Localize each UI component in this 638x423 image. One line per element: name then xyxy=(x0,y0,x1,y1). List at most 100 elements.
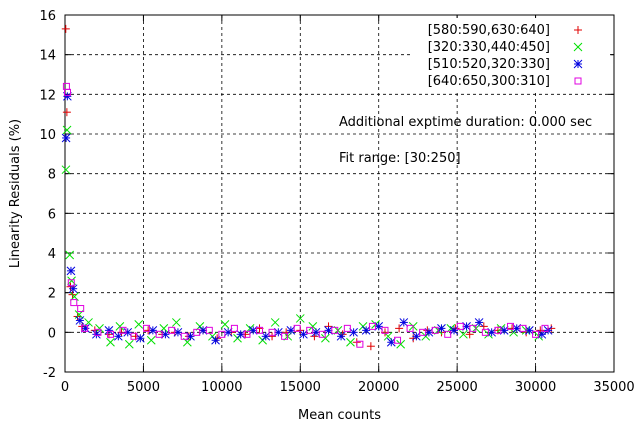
data-point-series-1 xyxy=(366,342,375,351)
data-point-series-4 xyxy=(143,324,151,332)
data-point-series-3 xyxy=(123,327,133,337)
x-tick-label: 35000 xyxy=(593,380,634,395)
data-point-series-3 xyxy=(75,316,85,325)
data-point-series-4 xyxy=(81,324,89,332)
x-tick-label: 25000 xyxy=(436,380,477,395)
data-point-series-4 xyxy=(62,82,70,90)
y-tick-label: 0 xyxy=(48,326,56,341)
data-point-series-4 xyxy=(130,332,138,340)
x-tick-label: 20000 xyxy=(358,380,399,395)
data-point-series-3 xyxy=(61,133,71,143)
data-point-series-4 xyxy=(444,330,452,338)
data-point-series-2 xyxy=(396,339,406,349)
data-point-series-4 xyxy=(469,324,477,332)
data-point-series-3 xyxy=(211,335,220,345)
y-tick-label: 6 xyxy=(48,207,56,222)
annotation-fit-range: Fit range: [30:250] xyxy=(339,151,461,166)
data-point-series-3 xyxy=(424,327,434,337)
data-point-series-4 xyxy=(168,326,176,334)
data-point-series-4 xyxy=(343,324,351,332)
y-axis-title: Linearity Residuals (%) xyxy=(8,119,23,268)
data-point-series-4 xyxy=(281,332,289,340)
data-point-series-3 xyxy=(311,327,321,337)
data-point-series-2 xyxy=(124,339,134,349)
legend-marker-series-2 xyxy=(573,42,583,52)
data-point-series-4 xyxy=(406,324,414,332)
tick-labels: 0 5000 10000 15000 20000 25000 30000 35000 -2 0 2 4… xyxy=(39,9,634,395)
data-point-series-3 xyxy=(198,325,208,335)
data-point-series-4 xyxy=(119,326,127,334)
data-point-series-4 xyxy=(419,328,427,336)
data-point-series-3 xyxy=(412,331,421,341)
legend-label-series-3: [510:520,320:330] xyxy=(428,57,550,72)
data-point-series-4 xyxy=(506,322,514,330)
data-point-series-3 xyxy=(462,322,471,331)
data-point-series-3 xyxy=(361,325,371,335)
data-points xyxy=(61,24,556,351)
data-point-series-4 xyxy=(193,328,201,336)
data-point-series-2 xyxy=(115,322,125,331)
axis-ticks xyxy=(64,14,615,373)
data-point-series-4 xyxy=(368,322,376,330)
y-tick-label: 8 xyxy=(48,168,56,183)
data-point-series-4 xyxy=(331,326,339,334)
data-point-series-3 xyxy=(512,324,522,333)
data-point-series-4 xyxy=(155,330,163,338)
x-axis-title: Mean counts xyxy=(298,408,381,423)
legend-label-series-4: [640:650,300:310] xyxy=(428,74,550,89)
data-point-series-3 xyxy=(173,327,183,337)
data-point-series-3 xyxy=(374,322,384,331)
data-point-series-2 xyxy=(295,314,305,323)
data-point-series-4 xyxy=(318,330,326,338)
data-point-series-4 xyxy=(541,324,549,332)
y-tick-label: 14 xyxy=(39,49,56,64)
data-point-series-1 xyxy=(61,24,70,33)
x-tick-label: 0 xyxy=(61,380,69,395)
data-point-series-3 xyxy=(286,325,296,335)
data-point-series-3 xyxy=(161,329,170,339)
data-point-series-3 xyxy=(399,318,409,327)
data-point-series-3 xyxy=(148,325,158,335)
data-point-series-4 xyxy=(256,326,264,334)
data-point-series-3 xyxy=(449,325,459,335)
data-point-series-3 xyxy=(349,327,358,337)
legend-label-series-1: [580:590,630:640] xyxy=(428,23,550,38)
data-point-series-3 xyxy=(135,333,145,343)
data-point-series-3 xyxy=(186,331,195,341)
data-point-series-4 xyxy=(519,324,527,332)
data-point-series-1 xyxy=(62,108,71,117)
y-tick-label: 16 xyxy=(39,9,56,24)
data-point-series-4 xyxy=(394,336,402,344)
data-point-series-4 xyxy=(481,328,489,336)
x-tick-label: 15000 xyxy=(280,380,321,395)
data-point-series-3 xyxy=(386,337,396,347)
data-point-series-1 xyxy=(395,324,404,333)
data-point-series-4 xyxy=(431,326,439,334)
data-point-series-3 xyxy=(336,331,346,341)
data-point-series-3 xyxy=(437,324,446,333)
data-point-series-3 xyxy=(524,325,534,335)
data-point-series-4 xyxy=(230,324,238,332)
data-point-series-4 xyxy=(293,324,301,332)
data-point-series-2 xyxy=(106,337,115,347)
data-point-series-2 xyxy=(172,318,181,327)
data-point-series-4 xyxy=(77,305,85,313)
data-point-series-4 xyxy=(381,326,389,334)
data-point-series-2 xyxy=(65,250,75,260)
data-point-series-4 xyxy=(532,330,540,338)
data-point-series-4 xyxy=(106,330,114,338)
y-tick-label: -2 xyxy=(43,366,56,381)
data-point-series-3 xyxy=(299,329,308,339)
data-point-series-2 xyxy=(134,320,144,329)
legend-marker-series-4 xyxy=(574,77,582,85)
data-point-series-4 xyxy=(456,322,464,330)
data-point-series-4 xyxy=(356,340,364,348)
data-point-series-3 xyxy=(474,318,484,327)
data-point-series-3 xyxy=(66,266,76,276)
data-point-series-2 xyxy=(146,335,156,345)
data-point-series-3 xyxy=(236,329,246,339)
data-point-series-4 xyxy=(180,332,188,340)
data-point-series-4 xyxy=(268,328,276,336)
legend-markers xyxy=(573,26,583,85)
data-point-series-4 xyxy=(94,328,102,336)
